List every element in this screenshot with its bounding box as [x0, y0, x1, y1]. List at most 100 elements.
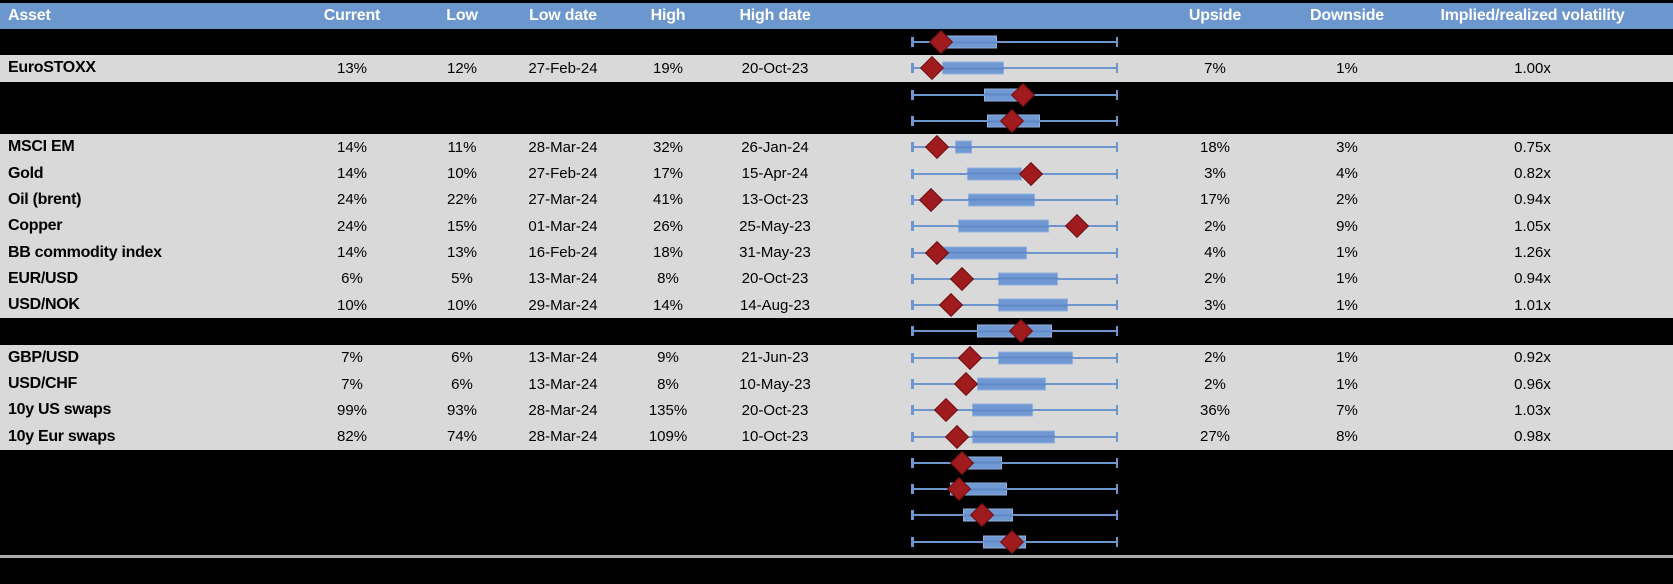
current-value: 99% — [336, 401, 368, 419]
high-value: 9% — [657, 349, 679, 367]
high-date: 21-Jun-23 — [741, 349, 809, 367]
hidden-row — [0, 107, 1673, 135]
table-row: 10y Eur swaps 82% 74% 28-Mar-24 109% 10-… — [0, 423, 1673, 450]
high-value: 26% — [652, 217, 684, 235]
upside-value: 4% — [1204, 244, 1226, 262]
low-date: 16-Feb-24 — [528, 244, 598, 262]
current-value: 10% — [336, 296, 368, 314]
boxplot — [824, 108, 1128, 134]
table-body: EuroSTOXX 13% 12% 27-Feb-24 19% 20-Oct-2… — [0, 29, 1673, 555]
upside-value: 7% — [1204, 59, 1226, 77]
current-level-diamond-icon — [1000, 529, 1025, 554]
boxplot-cell — [824, 423, 1128, 449]
bottom-black-strip — [0, 557, 1673, 584]
whisker-cap-left — [911, 116, 914, 127]
asset-name: 10y Eur swaps — [8, 427, 116, 445]
whisker-cap-right — [1115, 221, 1118, 232]
low-value: 12% — [446, 59, 478, 77]
low-value: 6% — [451, 349, 473, 367]
upside-value: 18% — [1199, 138, 1231, 156]
boxplot — [824, 502, 1128, 528]
implied-realized-value: 0.96x — [1514, 375, 1551, 393]
asset-name: MSCI EM — [8, 138, 75, 156]
boxplot-cell — [824, 108, 1128, 134]
implied-realized-value: 0.98x — [1514, 428, 1551, 446]
asset-name: USD/CHF — [8, 375, 78, 392]
low-value: 93% — [446, 401, 478, 419]
whisker-cap-right — [1115, 116, 1118, 127]
asset-name: EuroSTOXX — [8, 59, 96, 77]
hidden-row — [0, 528, 1673, 555]
implied-realized-value: 0.94x — [1514, 270, 1551, 288]
whisker-cap-left — [911, 457, 914, 468]
high-value: 41% — [652, 191, 684, 209]
downside-value: 1% — [1336, 59, 1358, 77]
downside-value: 1% — [1336, 270, 1358, 288]
whisker-cap-right — [1115, 484, 1118, 495]
current-value: 14% — [336, 165, 368, 183]
current-level-diamond-icon — [944, 424, 969, 449]
boxplot-cell — [824, 450, 1128, 476]
boxplot-cell — [824, 397, 1128, 423]
boxplot-cell — [824, 318, 1128, 344]
downside-value: 9% — [1336, 217, 1358, 235]
current-level-diamond-icon — [950, 266, 975, 291]
hidden-row — [0, 449, 1673, 477]
current-level-diamond-icon — [970, 503, 995, 528]
box-range — [998, 272, 1059, 286]
box-range — [942, 61, 1005, 75]
whisker-cap-right — [1115, 352, 1118, 363]
downside-value: 8% — [1336, 428, 1358, 446]
high-date: 13-Oct-23 — [741, 191, 809, 209]
low-date: 28-Mar-24 — [528, 138, 598, 156]
boxplot — [824, 134, 1128, 160]
box-range — [958, 219, 1049, 233]
boxplot-cell — [824, 239, 1128, 265]
whisker-cap-left — [911, 484, 914, 495]
table-row: Copper 24% 15% 01-Mar-24 26% 25-May-23 2… — [0, 213, 1673, 240]
low-date: 13-Mar-24 — [528, 270, 598, 288]
low-date: 28-Mar-24 — [528, 428, 598, 446]
downside-value: 1% — [1336, 296, 1358, 314]
boxplot — [824, 345, 1128, 371]
implied-realized-value: 0.94x — [1514, 191, 1551, 209]
current-level-diamond-icon — [919, 56, 944, 81]
boxplot — [824, 29, 1128, 55]
high-value: 17% — [652, 165, 684, 183]
whisker-cap-left — [911, 142, 914, 153]
whisker-cap-right — [1115, 457, 1118, 468]
whisker-cap-left — [911, 431, 914, 442]
current-value: 24% — [336, 191, 368, 209]
boxplot — [824, 55, 1128, 81]
whisker-cap-left — [911, 405, 914, 416]
table-row: 10y US swaps 99% 93% 28-Mar-24 135% 20-O… — [0, 397, 1673, 424]
table-row: GBP/USD 7% 6% 13-Mar-24 9% 21-Jun-23 2% … — [0, 344, 1673, 371]
chart-column-header — [824, 3, 1128, 29]
hidden-row — [0, 502, 1673, 529]
boxplot-cell — [824, 345, 1128, 371]
current-level-diamond-icon — [1064, 214, 1089, 239]
table-header-row: Asset Current Low Low date High High date Upsi… — [0, 3, 1673, 29]
boxplot-cell — [824, 82, 1128, 108]
current-value: 24% — [336, 217, 368, 235]
current-level-diamond-icon — [924, 135, 949, 160]
whisker-line — [912, 461, 1118, 464]
current-value: 14% — [336, 138, 368, 156]
low-value: 5% — [451, 270, 473, 288]
whisker-cap-left — [911, 273, 914, 284]
boxplot-cell — [824, 292, 1128, 318]
asset-name: EUR/USD — [8, 269, 78, 287]
table-row: EuroSTOXX 13% 12% 27-Feb-24 19% 20-Oct-2… — [0, 55, 1673, 82]
asset-name: Copper — [8, 217, 63, 235]
hidden-row — [0, 29, 1673, 56]
implied-realized-value: 1.01x — [1514, 296, 1551, 314]
implied-realized-value: 1.26x — [1514, 244, 1551, 262]
high-date: 15-Apr-24 — [741, 165, 809, 183]
boxplot — [824, 82, 1128, 108]
boxplot-cell — [824, 134, 1128, 160]
boxplot — [824, 160, 1128, 186]
table-row: USD/NOK 10% 10% 29-Mar-24 14% 14-Aug-23 … — [0, 291, 1673, 319]
column-header-asset: Asset — [8, 7, 51, 24]
low-value: 22% — [446, 191, 478, 209]
boxplot — [824, 318, 1128, 344]
